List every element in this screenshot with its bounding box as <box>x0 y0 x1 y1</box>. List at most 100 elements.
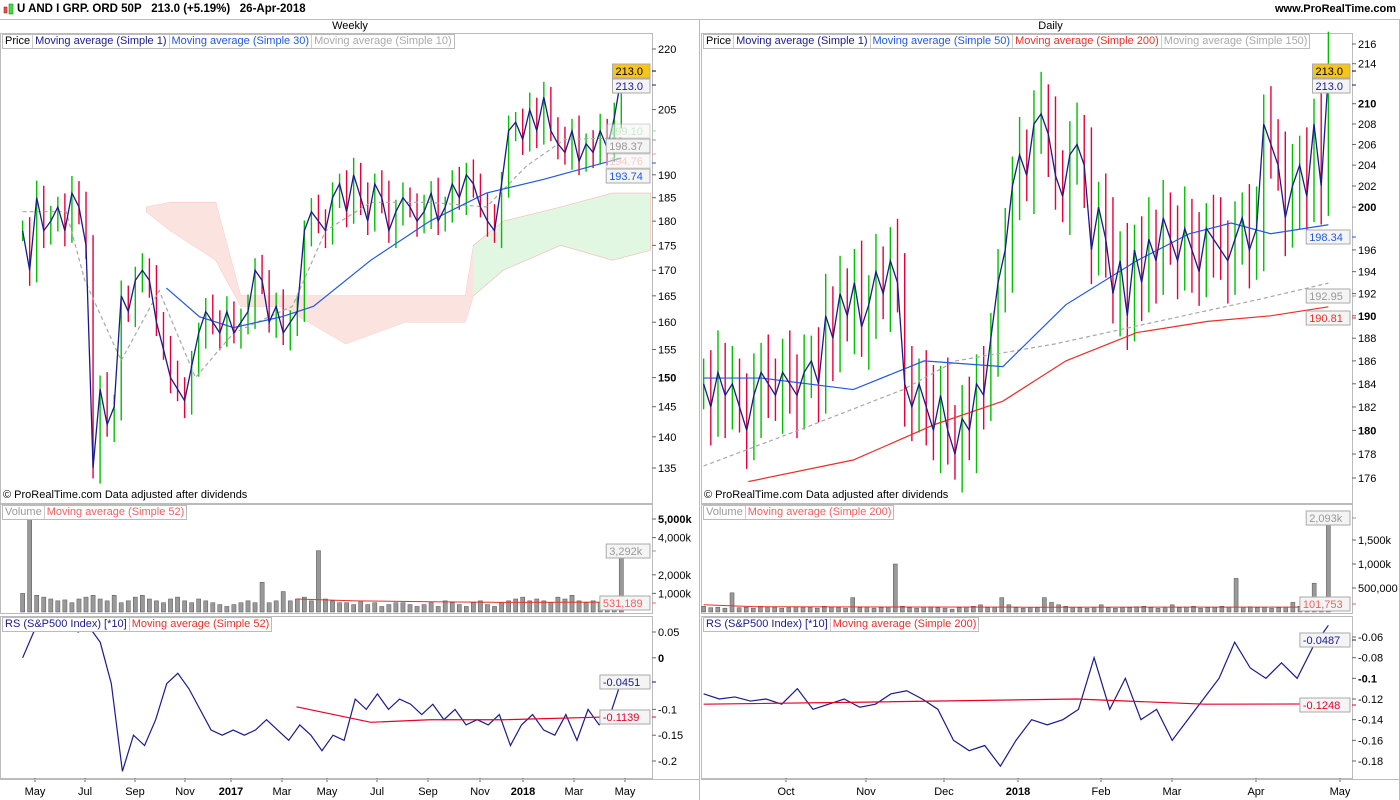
daily-price-tick-label: 206 <box>1358 139 1376 151</box>
weekly-volume-bar <box>41 596 47 613</box>
daily-price-tick-label: 214 <box>1358 59 1376 71</box>
daily-volume-legend: Volume Moving average (Simple 200) <box>703 505 895 520</box>
legend-rs-ma[interactable]: Moving average (Simple 200) <box>832 618 977 630</box>
daily-volume-bar <box>715 606 721 613</box>
weekly-volume-bar <box>421 604 427 613</box>
legend-price[interactable]: Price <box>3 35 34 48</box>
legend-ma10[interactable]: Moving average (Simple 10) <box>314 35 452 47</box>
daily-x-tick-label: Oct <box>777 786 794 798</box>
daily-volume-bar <box>1177 607 1182 613</box>
weekly-rs-tick-label: -0.2 <box>658 756 677 768</box>
weekly-rs-tick-label: -0.15 <box>658 730 683 742</box>
daily-volume-bar <box>914 607 919 613</box>
weekly-price-tick-label: 175 <box>658 240 676 252</box>
weekly-price-tick-label: 165 <box>658 291 676 303</box>
weekly-volume-bar <box>203 600 209 613</box>
weekly-volume-bar <box>316 550 321 613</box>
daily-volume-panel-frame <box>701 504 1353 614</box>
daily-volume-bar <box>1205 607 1210 613</box>
legend-volume-ma[interactable]: Moving average (Simple 52) <box>46 506 185 518</box>
daily-rs-tick-label: -0.12 <box>1358 694 1383 706</box>
daily-ma50-badge: 198.34 <box>1309 232 1343 244</box>
daily-footer: © ProRealTime.com Data adjusted after di… <box>704 489 949 501</box>
legend-ma150[interactable]: Moving average (Simple 150) <box>1163 35 1308 47</box>
last-price: 213.0 <box>151 3 180 15</box>
daily-price-legend: Price Moving average (Simple 1) Moving a… <box>703 34 1311 49</box>
daily-ma1-badge-box <box>1312 78 1351 94</box>
weekly-last-price-badge-box <box>612 63 651 79</box>
daily-x-tick-label: May <box>1330 786 1351 798</box>
legend-price[interactable]: Price <box>704 35 735 48</box>
weekly-volume-bar <box>55 600 61 613</box>
weekly-volume-bar <box>569 595 575 613</box>
legend-ma30[interactable]: Moving average (Simple 30) <box>170 35 313 48</box>
weekly-volume-bar <box>34 595 40 613</box>
legend-volume-ma[interactable]: Moving average (Simple 200) <box>747 506 892 518</box>
weekly-price-tick-label: 155 <box>658 344 676 356</box>
weekly-volume-bar <box>527 600 533 613</box>
weekly-price-tick-label: 135 <box>658 463 676 475</box>
legend-rs[interactable]: RS (S&P500 Index) [*10] <box>704 618 831 631</box>
weekly-volume-bar <box>210 602 216 613</box>
chart-header: U AND I GRP. ORD 50P 213.0 (+5.19%) 26-A… <box>0 0 1400 20</box>
daily-volume-bar <box>1141 605 1147 613</box>
weekly-price-tick-label: 150 <box>658 373 676 385</box>
weekly-volume-bar <box>442 600 448 613</box>
legend-ma1[interactable]: Moving average (Simple 1) <box>734 35 871 48</box>
weekly-ma1-badge-box <box>612 78 651 94</box>
daily-volume-bar <box>1106 607 1111 613</box>
weekly-cloud-red-area <box>146 202 474 344</box>
legend-rs-ma[interactable]: Moving average (Simple 52) <box>131 618 270 630</box>
daily-volume-bar <box>850 597 855 613</box>
weekly-volume-bar <box>485 604 490 613</box>
weekly-volume-bar <box>231 604 237 613</box>
legend-ma1[interactable]: Moving average (Simple 1) <box>33 35 170 48</box>
weekly-volume-bar <box>492 606 497 613</box>
daily-rs-legend: RS (S&P500 Index) [*10] Moving average (… <box>703 617 980 632</box>
weekly-price-tick-label: 170 <box>658 265 676 277</box>
daily-volume-bar <box>829 606 834 613</box>
daily-volume-bar <box>999 597 1005 613</box>
daily-volume-bar <box>1191 605 1196 613</box>
weekly-volume-tick-label: 2,000k <box>658 570 692 582</box>
weekly-volume-bar <box>104 600 110 613</box>
daily-volume-bar <box>814 607 820 613</box>
weekly-price-tick-label: 220 <box>658 44 676 56</box>
daily-rs-line <box>703 624 1329 768</box>
daily-volume-bar <box>843 607 848 613</box>
daily-volume-bar <box>729 592 735 613</box>
daily-price-tick-label: 202 <box>1358 181 1376 193</box>
weekly-volume-bar <box>196 598 202 613</box>
weekly-volume-bar <box>506 600 511 613</box>
weekly-rs-line <box>22 620 622 772</box>
weekly-volume-badge: 3,292k <box>609 546 643 558</box>
weekly-volume-bar <box>97 598 103 613</box>
daily-volume-ma-badge-box <box>1299 596 1351 612</box>
weekly-volume-bar <box>520 596 526 613</box>
legend-volume[interactable]: Volume <box>704 506 746 519</box>
weekly-volume-bar <box>393 602 399 613</box>
weekly-volume-bar <box>414 606 420 613</box>
legend-rs[interactable]: RS (S&P500 Index) [*10] <box>3 618 130 631</box>
weekly-x-tick-label: May <box>615 786 636 798</box>
daily-rs-tick-label: -0.08 <box>1358 653 1383 665</box>
weekly-volume-bar <box>147 598 152 613</box>
legend-ma200[interactable]: Moving average (Simple 200) <box>1013 35 1162 48</box>
weekly-ma1-line <box>21 76 622 469</box>
legend-volume[interactable]: Volume <box>3 506 45 519</box>
weekly-volume-bar <box>238 602 244 613</box>
daily-volume-bar <box>708 607 713 613</box>
site-link[interactable]: www.ProRealTime.com <box>1274 3 1396 15</box>
daily-volume-bar <box>1219 605 1225 613</box>
daily-volume-bar <box>736 607 742 613</box>
legend-ma50[interactable]: Moving average (Simple 50) <box>871 35 1014 48</box>
daily-rs-badge: -0.0487 <box>1303 635 1340 647</box>
daily-volume-bar <box>992 606 997 613</box>
daily-ma50-badge-box <box>1305 229 1351 245</box>
weekly-x-tick-label: 2018 <box>511 786 535 798</box>
weekly-volume-bar <box>175 596 180 613</box>
daily-volume-bar <box>1006 604 1012 613</box>
weekly-volume-bar <box>583 602 589 613</box>
weekly-volume-bar <box>407 604 413 613</box>
